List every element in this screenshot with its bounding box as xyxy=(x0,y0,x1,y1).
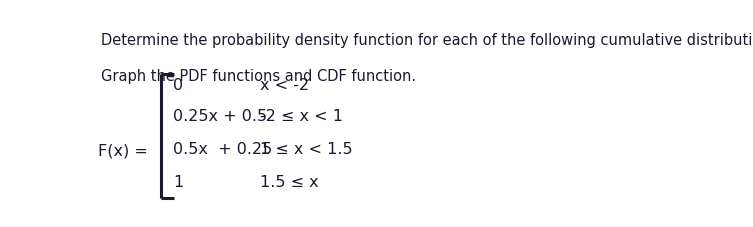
Text: Determine the probability density function for each of the following cumulative : Determine the probability density functi… xyxy=(101,32,753,47)
Text: -2 ≤ x < 1: -2 ≤ x < 1 xyxy=(261,109,343,124)
Text: 1 ≤ x < 1.5: 1 ≤ x < 1.5 xyxy=(261,141,353,156)
Text: 0.5x  + 0.25: 0.5x + 0.25 xyxy=(173,141,272,156)
Text: x < -2: x < -2 xyxy=(261,77,309,92)
Text: 1.5 ≤ x: 1.5 ≤ x xyxy=(261,175,319,189)
Text: 0.25x + 0.5: 0.25x + 0.5 xyxy=(173,109,267,124)
Text: 0: 0 xyxy=(173,77,183,92)
Text: F(x) =: F(x) = xyxy=(98,143,148,158)
Text: Graph the PDF functions and CDF function.: Graph the PDF functions and CDF function… xyxy=(101,69,416,84)
Text: 1: 1 xyxy=(173,175,183,189)
